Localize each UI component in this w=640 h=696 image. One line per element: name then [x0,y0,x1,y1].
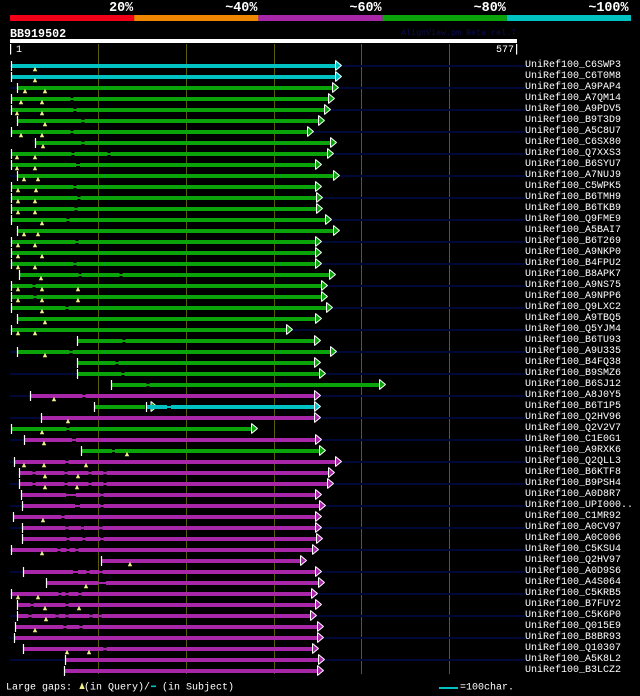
svg-text:UniRef100_B6T269: UniRef100_B6T269 [525,235,621,247]
svg-text:UniRef100_Q2V2V7: UniRef100_Q2V2V7 [525,422,621,434]
svg-text:UniRef100_B6SJ12: UniRef100_B6SJ12 [525,378,621,390]
svg-text:UniRef100_A9PDV5: UniRef100_A9PDV5 [525,103,621,115]
svg-text:UniRef100_A7QM14: UniRef100_A7QM14 [525,92,621,104]
svg-text:UniRef100_C5KRB5: UniRef100_C5KRB5 [525,587,621,599]
svg-text:UniRef100_B6SYU7: UniRef100_B6SYU7 [525,158,621,170]
svg-text:(in Subject): (in Subject) [162,682,234,694]
svg-text:UniRef100_C5K6P0: UniRef100_C5K6P0 [525,609,621,621]
svg-text:UniRef100_A0CV97: UniRef100_A0CV97 [525,521,621,533]
svg-text:UniRef100_B8APK7: UniRef100_B8APK7 [525,268,621,280]
svg-text:UniRef100_A9NKP0: UniRef100_A9NKP0 [525,246,621,258]
svg-text:UniRef100_B6TMH9: UniRef100_B6TMH9 [525,191,621,203]
svg-text:UniRef100_B6TU93: UniRef100_B6TU93 [525,334,621,346]
svg-text:Large gaps:: Large gaps: [6,683,72,694]
svg-text:UniRef100_B9PSH4: UniRef100_B9PSH4 [525,477,621,489]
svg-text:BB919502: BB919502 [10,27,66,41]
svg-text:UniRef100_Q2HV96: UniRef100_Q2HV96 [525,411,621,423]
svg-text:=100char.: =100char. [460,682,514,694]
svg-text:UniRef100_Q9FME9: UniRef100_Q9FME9 [525,213,621,225]
svg-text:UniRef100_UPI000..: UniRef100_UPI000.. [525,499,633,511]
svg-text:UniRef100_A5K8L2: UniRef100_A5K8L2 [525,653,621,665]
svg-text:UniRef100_Q5YJM4: UniRef100_Q5YJM4 [525,323,621,335]
svg-text:UniRef100_A4S064: UniRef100_A4S064 [525,576,621,588]
svg-text:UniRef100_B4FQ38: UniRef100_B4FQ38 [525,356,621,368]
svg-text:UniRef100_B8BR93: UniRef100_B8BR93 [525,631,621,643]
svg-text:UniRef100_A8J0Y5: UniRef100_A8J0Y5 [525,389,621,401]
svg-text:~60%: ~60% [349,1,382,16]
svg-text:UniRef100_A9RXK6: UniRef100_A9RXK6 [525,444,621,456]
svg-text:UniRef100_C6T0M8: UniRef100_C6T0M8 [525,70,621,82]
svg-text:UniRef100_Q10307: UniRef100_Q10307 [525,642,621,654]
svg-text:UniRef100_A0D9S6: UniRef100_A0D9S6 [525,565,621,577]
svg-text:UniRef100_B6T1P5: UniRef100_B6T1P5 [525,400,621,412]
svg-text:UniRef100_A9NPP6: UniRef100_A9NPP6 [525,290,621,302]
svg-text:(in Query)/: (in Query)/ [84,682,150,694]
svg-text:UniRef100_Q015E9: UniRef100_Q015E9 [525,620,621,632]
svg-text:~100%: ~100% [588,1,629,16]
svg-text:UniRef100_C6SX80: UniRef100_C6SX80 [525,136,621,148]
svg-text:UniRef100_A9U335: UniRef100_A9U335 [525,345,621,357]
svg-text:UniRef100_B6KTF8: UniRef100_B6KTF8 [525,466,621,478]
svg-text:UniRef100_B3LCZ2: UniRef100_B3LCZ2 [525,664,621,676]
svg-text:UniRef100_A9NS75: UniRef100_A9NS75 [525,279,621,291]
svg-text:UniRef100_B9SMZ6: UniRef100_B9SMZ6 [525,367,621,379]
svg-text:UniRef100_A9TBQ5: UniRef100_A9TBQ5 [525,312,621,324]
svg-text:UniRef100_C5WPK5: UniRef100_C5WPK5 [525,180,621,192]
svg-text:577: 577 [496,45,514,56]
svg-text:~40%: ~40% [225,1,258,16]
svg-text:AlignView.pm Beta rel.7: AlignView.pm Beta rel.7 [401,28,516,38]
svg-text:UniRef100_A5BAI7: UniRef100_A5BAI7 [525,224,621,236]
svg-text:20%: 20% [109,1,134,16]
svg-text:UniRef100_C6SWP3: UniRef100_C6SWP3 [525,59,621,71]
svg-text:UniRef100_B6TKB9: UniRef100_B6TKB9 [525,202,621,214]
svg-text:UniRef100_Q9LXC2: UniRef100_Q9LXC2 [525,301,621,313]
svg-text:1: 1 [16,45,22,56]
svg-text:UniRef100_A0C006: UniRef100_A0C006 [525,532,621,544]
svg-text:UniRef100_B4FPU2: UniRef100_B4FPU2 [525,257,621,269]
svg-text:UniRef100_A9PAP4: UniRef100_A9PAP4 [525,81,621,93]
svg-text:UniRef100_A5C8U7: UniRef100_A5C8U7 [525,125,621,137]
svg-text:UniRef100_A0D8R7: UniRef100_A0D8R7 [525,488,621,500]
svg-text:~80%: ~80% [474,1,507,16]
svg-text:UniRef100_C1E0G1: UniRef100_C1E0G1 [525,433,621,445]
svg-text:UniRef100_B9T3D9: UniRef100_B9T3D9 [525,114,621,126]
svg-text:UniRef100_B7FUY2: UniRef100_B7FUY2 [525,598,621,610]
svg-text:UniRef100_C1MR92: UniRef100_C1MR92 [525,510,621,522]
svg-text:UniRef100_Q2HV97: UniRef100_Q2HV97 [525,554,621,566]
svg-text:UniRef100_A7NUJ9: UniRef100_A7NUJ9 [525,169,621,181]
svg-text:UniRef100_Q2QLL3: UniRef100_Q2QLL3 [525,455,621,467]
svg-text:UniRef100_Q7XXS3: UniRef100_Q7XXS3 [525,147,621,159]
svg-text:UniRef100_C5KSU4: UniRef100_C5KSU4 [525,543,621,555]
